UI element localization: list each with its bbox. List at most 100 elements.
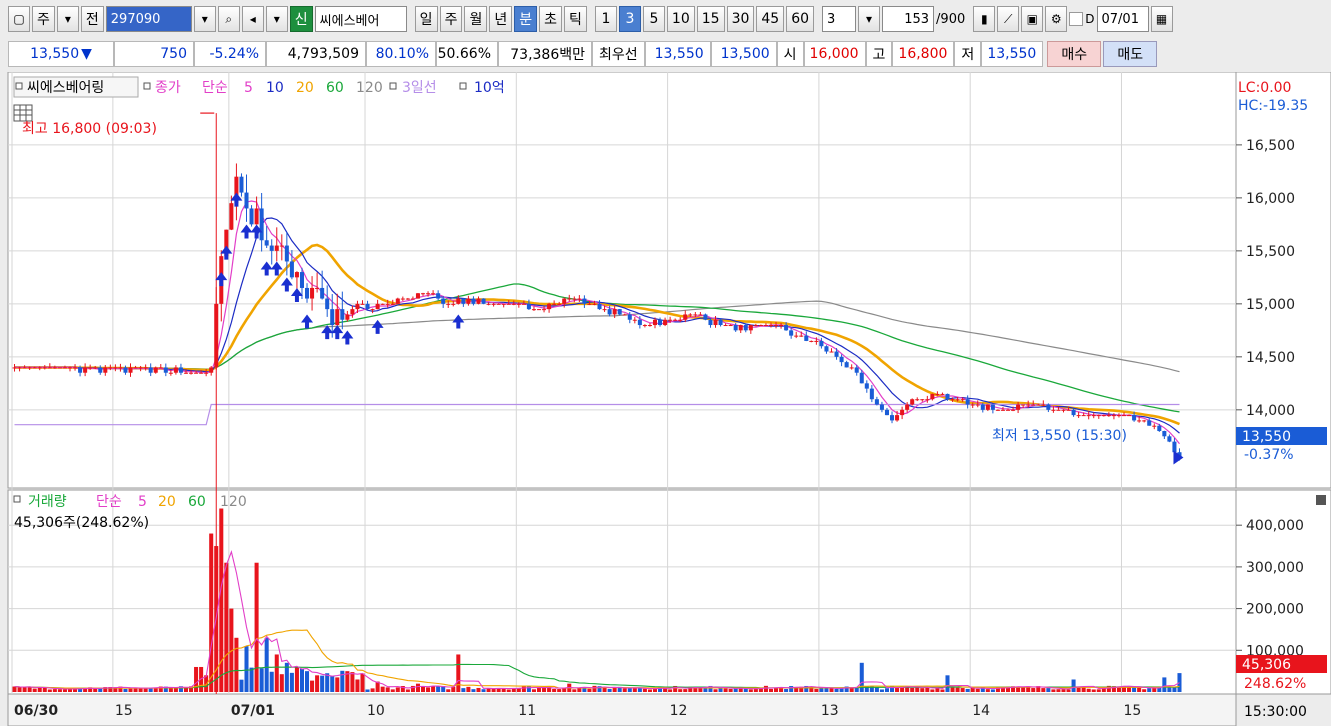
market-button[interactable]: 주 bbox=[32, 6, 55, 32]
candle-body bbox=[224, 229, 229, 257]
legend-simple: 단순 bbox=[202, 80, 228, 96]
close-icon[interactable] bbox=[1316, 495, 1326, 505]
price-chart[interactable]: 14,00014,50015,00015,50016,00016,500100,… bbox=[0, 72, 1331, 726]
minute-10-button[interactable]: 10 bbox=[666, 6, 695, 32]
volume-bar bbox=[1111, 686, 1116, 692]
dropdown-icon[interactable]: ▾ bbox=[56, 6, 79, 32]
candle-body bbox=[83, 367, 88, 373]
speaker-icon[interactable]: ◂ bbox=[241, 6, 264, 32]
candle-body bbox=[42, 367, 47, 369]
line-tool-icon[interactable]: ⟋ bbox=[997, 6, 1020, 32]
volume-bar bbox=[663, 687, 668, 692]
volume-bar bbox=[57, 689, 62, 692]
date-input[interactable]: 07/01 bbox=[1096, 6, 1149, 32]
minute-60-button[interactable]: 60 bbox=[786, 6, 815, 32]
minute-1-button[interactable]: 1 bbox=[594, 6, 617, 32]
volume-bar bbox=[824, 687, 829, 692]
candle-body bbox=[12, 367, 17, 369]
tab-second[interactable]: 초 bbox=[539, 6, 563, 32]
candle-body bbox=[1086, 415, 1091, 417]
buy-signal-arrow-icon bbox=[301, 314, 314, 329]
volume-bar bbox=[557, 689, 562, 692]
candle-body bbox=[526, 303, 531, 310]
volume-bar bbox=[1056, 689, 1061, 692]
candle-body bbox=[173, 367, 178, 373]
candle-body bbox=[814, 340, 819, 342]
tab-tick[interactable]: 틱 bbox=[564, 6, 587, 32]
tab-year[interactable]: 년 bbox=[489, 6, 513, 32]
time-tick-label: 07/01 bbox=[231, 703, 275, 719]
volume-bar bbox=[27, 686, 32, 692]
save-icon[interactable]: ▣ bbox=[1021, 6, 1044, 32]
search-icon[interactable]: ⌕ bbox=[217, 6, 240, 32]
minute-45-button[interactable]: 45 bbox=[756, 6, 785, 32]
chevron-down-icon[interactable]: ▾ bbox=[858, 6, 881, 32]
volume-bar bbox=[481, 689, 486, 692]
candle-body bbox=[1011, 409, 1016, 411]
volume-bar bbox=[658, 687, 663, 692]
volume-bar bbox=[1091, 689, 1096, 692]
candle-body bbox=[123, 367, 128, 373]
candle-body bbox=[1021, 404, 1026, 406]
minute-15-button[interactable]: 15 bbox=[696, 6, 725, 32]
tab-day[interactable]: 일 bbox=[414, 6, 438, 32]
volume-bar bbox=[970, 687, 975, 692]
candle-body bbox=[133, 367, 138, 369]
count-select[interactable]: 3 bbox=[822, 6, 857, 32]
candle-body bbox=[183, 372, 189, 374]
volume-bar bbox=[1142, 689, 1147, 692]
table-icon[interactable] bbox=[13, 104, 33, 122]
legend-ma60: 60 bbox=[326, 80, 344, 96]
legend-10eok: 10억 bbox=[474, 80, 505, 96]
sell-button[interactable]: 매도 bbox=[1103, 41, 1158, 67]
candle-body bbox=[305, 287, 310, 299]
change-percent: -5.24% bbox=[194, 41, 266, 67]
volume-bar bbox=[708, 685, 713, 692]
stock-name-field[interactable]: 씨에스베어 bbox=[314, 6, 407, 32]
volume-bar bbox=[536, 687, 542, 692]
candle-body bbox=[688, 314, 693, 316]
volume-bar bbox=[355, 679, 360, 692]
date-checkbox[interactable] bbox=[1069, 12, 1084, 26]
buy-signal-arrow-icon bbox=[240, 224, 253, 239]
candle-body bbox=[652, 319, 658, 326]
volume-bar bbox=[415, 683, 420, 692]
volume-bar bbox=[461, 688, 466, 692]
minute-3-button[interactable]: 3 bbox=[618, 6, 641, 32]
window-icon[interactable]: ▢ bbox=[8, 6, 30, 32]
minute-30-button[interactable]: 30 bbox=[726, 6, 755, 32]
candle-body bbox=[330, 309, 335, 326]
range-input[interactable]: 153 bbox=[882, 6, 935, 32]
minute-5-button[interactable]: 5 bbox=[642, 6, 665, 32]
candle-body bbox=[486, 303, 491, 305]
candle-body bbox=[234, 176, 239, 204]
candle-body bbox=[315, 287, 320, 289]
tab-minute[interactable]: 분 bbox=[514, 6, 538, 32]
tab-month[interactable]: 월 bbox=[464, 6, 488, 32]
candle-body bbox=[259, 208, 264, 241]
candle-body bbox=[1167, 436, 1172, 442]
candle-body bbox=[693, 314, 698, 316]
volume-pane[interactable] bbox=[7, 489, 1237, 695]
candle-settings-icon[interactable]: ▮ bbox=[973, 6, 996, 32]
volume-bar bbox=[562, 687, 567, 692]
volume-bar bbox=[985, 689, 990, 692]
code-input[interactable]: 297090 bbox=[105, 6, 192, 32]
candle-body bbox=[73, 367, 78, 369]
volume-bar bbox=[1127, 686, 1132, 692]
buy-button[interactable]: 매수 bbox=[1047, 41, 1102, 67]
legend-vol-ma5: 5 bbox=[138, 494, 147, 510]
candle-body bbox=[269, 245, 274, 251]
gear-icon[interactable]: ⚙ bbox=[1045, 6, 1068, 32]
volume-bar bbox=[542, 687, 547, 692]
dropdown-icon[interactable]: ▾ bbox=[265, 6, 288, 32]
price-pane[interactable] bbox=[7, 72, 1237, 489]
chevron-down-icon[interactable]: ▾ bbox=[193, 6, 216, 32]
time-tick-label: 11 bbox=[518, 703, 536, 719]
tab-week[interactable]: 주 bbox=[439, 6, 463, 32]
calendar-icon[interactable]: ▦ bbox=[1150, 6, 1173, 32]
volume-bar bbox=[133, 687, 138, 692]
prev-button[interactable]: 전 bbox=[80, 6, 104, 32]
volume-bar bbox=[1086, 688, 1091, 692]
candle-body bbox=[768, 325, 774, 327]
